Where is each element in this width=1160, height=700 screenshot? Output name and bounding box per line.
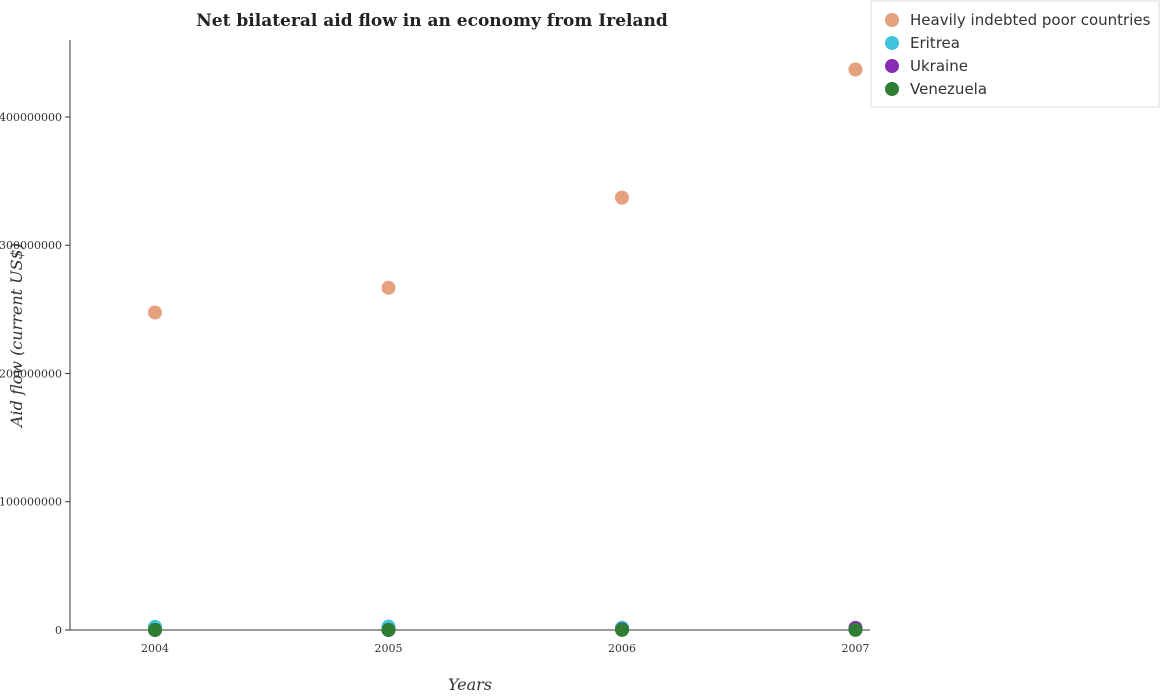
x-ticks: 2004 2005 2006 2007 — [141, 630, 870, 655]
legend-label-venezuela: Venezuela — [910, 80, 987, 98]
plot-area: 0 100000000 200000000 300000000 400000000 20… — [0, 40, 870, 655]
legend-marker-heavily-indebted-poor-countries — [885, 13, 899, 27]
point-venezuela — [848, 622, 863, 637]
x-axis-title: Years — [448, 675, 492, 694]
legend-label-heavily-indebted-poor-countries: Heavily indebted poor countries — [910, 11, 1151, 29]
legend-marker-eritrea — [885, 36, 899, 50]
legend-marker-ukraine — [885, 59, 899, 73]
legend-box — [870, 0, 1160, 108]
legend-marker-venezuela — [885, 82, 899, 96]
point-venezuela — [381, 622, 396, 637]
y-ticks: 0 100000000 200000000 300000000 400000000 — [0, 111, 70, 637]
y-tick-label: 300000000 — [0, 239, 62, 252]
y-tick-label: 200000000 — [0, 367, 62, 380]
point-venezuela — [148, 622, 162, 637]
y-tick-label: 0 — [55, 624, 62, 637]
point-heavily-indebted-poor-countries — [848, 62, 863, 77]
y-tick-label: 400000000 — [0, 111, 62, 124]
y-tick-label: 100000000 — [0, 496, 62, 509]
chart-title: Net bilateral aid flow in an economy fro… — [196, 11, 668, 31]
point-heavily-indebted-poor-countries — [381, 280, 396, 295]
x-tick-label: 2007 — [842, 642, 870, 655]
x-tick-label: 2006 — [608, 642, 636, 655]
x-tick-label: 2004 — [141, 642, 169, 655]
point-heavily-indebted-poor-countries — [615, 190, 629, 205]
point-venezuela — [615, 622, 629, 637]
y-axis-title: Aid flow (current US$) — [7, 243, 26, 429]
legend-label-ukraine: Ukraine — [910, 57, 968, 75]
legend: Heavily indebted poor countries Eritrea Uk… — [870, 0, 1160, 108]
x-tick-label: 2005 — [375, 642, 403, 655]
data-points — [148, 62, 863, 637]
legend-label-eritrea: Eritrea — [910, 34, 960, 52]
point-heavily-indebted-poor-countries — [148, 305, 162, 320]
